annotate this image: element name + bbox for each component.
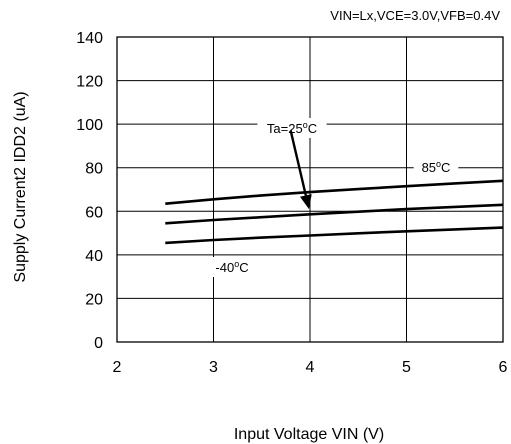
y-tick-label: 60 [85, 204, 103, 221]
y-tick-label: 100 [76, 117, 103, 134]
series-line-0 [165, 179, 504, 205]
y-axis-title: Supply Current2 IDD2 (uA) [12, 91, 29, 282]
series-label: Ta=25oC [267, 120, 317, 136]
y-tick-label: 0 [94, 335, 103, 352]
y-tick-label: 80 [85, 161, 103, 178]
series-lines [165, 179, 504, 245]
series-label: -40oC [215, 259, 248, 275]
plot-frame [116, 36, 504, 343]
series-label-bg [413, 157, 459, 177]
series-label: 85oC [422, 159, 451, 175]
arrow-head [300, 194, 312, 210]
grid-lines [117, 37, 503, 342]
series-label-bg [205, 257, 259, 277]
series-labels: 85oC Ta=25oC -40oC [205, 118, 459, 277]
x-tick-label: 4 [306, 359, 315, 376]
x-axis-title: Input Voltage VIN (V) [234, 426, 384, 443]
series-label-bg [257, 118, 327, 138]
series-line-1 [165, 203, 504, 225]
series-line-2 [165, 226, 504, 245]
x-tick-label: 5 [402, 359, 411, 376]
y-tick-label: 20 [85, 291, 103, 308]
y-tick-label: 40 [85, 248, 103, 265]
arrow-shaft [289, 130, 308, 196]
test-conditions: VIN=Lx,VCE=3.0V,VFB=0.4V [330, 8, 500, 23]
y-tick-label: 140 [76, 30, 103, 47]
x-tick-label: 6 [499, 359, 508, 376]
x-tick-label: 3 [209, 359, 218, 376]
tick-labels: 0 20 40 60 80 100 120 140 2 3 4 5 6 [76, 30, 507, 376]
y-tick-label: 120 [76, 74, 103, 91]
annotations [289, 130, 312, 210]
x-tick-label: 2 [113, 359, 122, 376]
